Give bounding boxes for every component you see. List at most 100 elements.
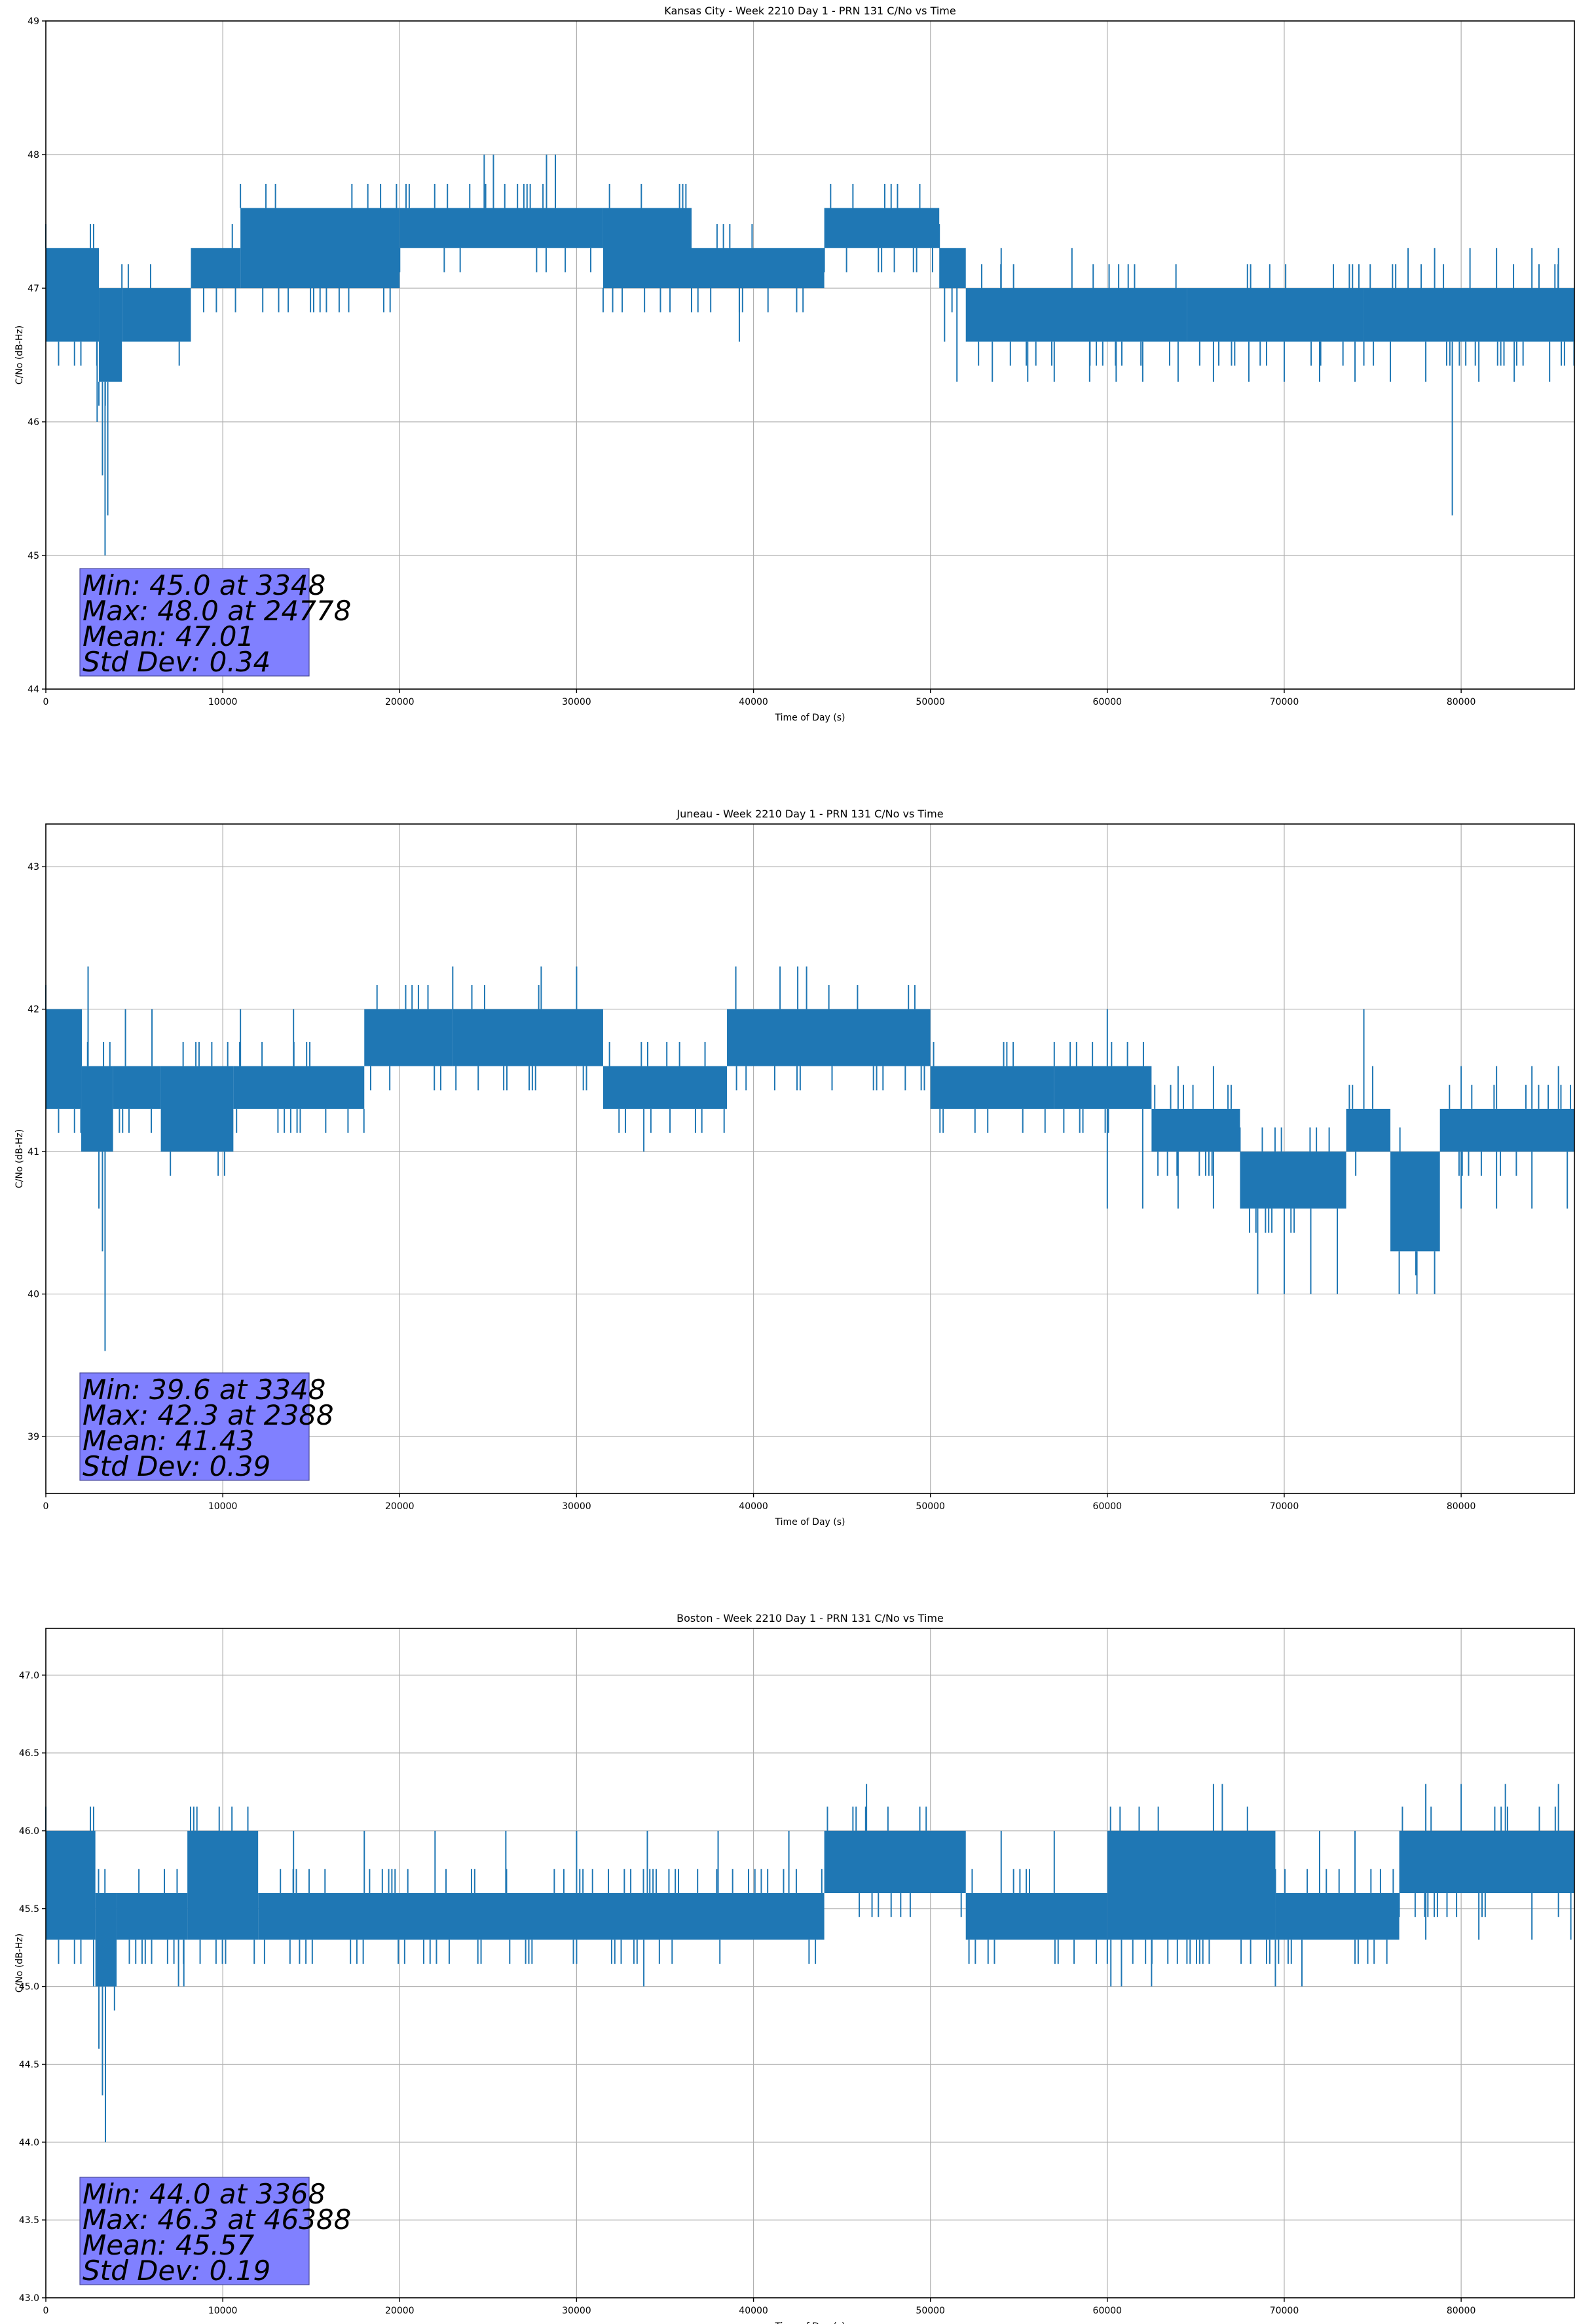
- stats-line: Max: 46.3 at 46388: [83, 2203, 351, 2236]
- data-band: [1240, 1152, 1346, 1209]
- chart-title: Kansas City - Week 2210 Day 1 - PRN 131 …: [664, 5, 955, 17]
- data-band: [824, 1830, 966, 1894]
- data-band: [99, 288, 122, 382]
- stats-line: Std Dev: 0.39: [83, 1450, 270, 1482]
- y-tick-label: 46.0: [19, 1826, 39, 1837]
- data-band: [1275, 1893, 1400, 1940]
- plot-frame: [45, 823, 1575, 1494]
- data-series: [45, 966, 1574, 1351]
- stats-line: Min: 44.0 at 3368: [83, 2178, 325, 2210]
- x-tick-label: 70000: [1270, 2306, 1299, 2316]
- x-tick-label: 60000: [1093, 1501, 1122, 1512]
- data-band: [1364, 288, 1574, 342]
- data-band: [603, 1066, 728, 1109]
- y-axis-label: C/No (dB-Hz): [14, 1934, 25, 1993]
- plot-frame: [45, 20, 1575, 690]
- y-tick-label: 45.5: [19, 1904, 39, 1915]
- data-band: [81, 1066, 113, 1152]
- data-series: [45, 1784, 1574, 2143]
- y-tick-label: 45.0: [19, 1982, 39, 1993]
- x-tick-label: 60000: [1093, 2306, 1122, 2316]
- data-band: [399, 208, 603, 248]
- chart-panel-2: 0 10000 20000 30000 40000 50000 60000 70000 8000…: [14, 808, 1575, 1527]
- x-tick-label: 80000: [1447, 2306, 1476, 2316]
- y-axis-label: C/No (dB-Hz): [14, 1129, 25, 1188]
- data-band: [122, 288, 191, 342]
- y-tick-label: 40: [28, 1290, 39, 1300]
- x-tick-label: 50000: [916, 1501, 945, 1512]
- data-band: [240, 208, 400, 288]
- x-tick-label: 70000: [1270, 1501, 1299, 1512]
- stats-line: Min: 39.6 at 3348: [83, 1374, 325, 1406]
- y-tick-label: 43.5: [19, 2215, 39, 2226]
- data-band: [46, 248, 100, 342]
- data-band: [692, 248, 825, 288]
- x-tick-label: 60000: [1093, 697, 1122, 707]
- x-tick-label: 80000: [1447, 1501, 1476, 1512]
- data-band: [95, 1893, 117, 1987]
- y-tick-label: 44.5: [19, 2059, 39, 2070]
- data-band: [364, 1009, 453, 1066]
- data-band: [46, 1830, 96, 1940]
- data-series: [45, 155, 1575, 555]
- x-tick-label: 20000: [385, 2306, 415, 2316]
- stats-line: Std Dev: 0.19: [83, 2255, 270, 2287]
- data-band: [233, 1066, 365, 1109]
- data-band: [1399, 1830, 1574, 1894]
- x-tick-label: 10000: [208, 697, 238, 707]
- x-tick-label: 10000: [208, 1501, 238, 1512]
- stats-box-background: [79, 2177, 310, 2285]
- y-tick-label: 47.0: [19, 1670, 39, 1681]
- stats-line: Mean: 45.57: [83, 2229, 254, 2261]
- data-band: [939, 248, 966, 288]
- data-band: [160, 1066, 234, 1152]
- data-band: [1187, 288, 1364, 342]
- data-band: [117, 1893, 188, 1940]
- y-tick-label: 46: [28, 417, 39, 428]
- data-band: [965, 288, 1187, 342]
- x-tick-label: 30000: [562, 2306, 591, 2316]
- x-tick-label: 20000: [385, 697, 415, 707]
- data-band: [46, 1009, 82, 1109]
- y-tick-label: 44: [28, 684, 39, 695]
- x-tick-label: 40000: [739, 2306, 768, 2316]
- data-band: [1439, 1108, 1574, 1152]
- y-tick-label: 46.5: [19, 1748, 39, 1759]
- stats-line: Mean: 47.01: [83, 620, 254, 652]
- x-tick-label: 30000: [562, 697, 591, 707]
- y-tick-label: 39: [28, 1432, 39, 1442]
- y-tick-label: 44.0: [19, 2137, 39, 2148]
- data-band: [603, 208, 692, 288]
- y-tick-label: 45: [28, 551, 39, 561]
- y-tick-label: 47: [28, 284, 39, 294]
- x-axis-label: Time of Day (s): [775, 2321, 845, 2324]
- x-axis-label: Time of Day (s): [775, 713, 845, 723]
- x-tick-label: 10000: [208, 2306, 238, 2316]
- data-band: [930, 1066, 1054, 1109]
- x-tick-label: 20000: [385, 1501, 415, 1512]
- x-tick-label: 50000: [916, 697, 945, 707]
- data-band: [453, 1009, 603, 1066]
- data-band: [1054, 1066, 1152, 1109]
- chart-panel-1: 0 10000 20000 30000 40000 50000 60000 70000 8000…: [14, 5, 1575, 723]
- stats-box-background: [79, 568, 310, 677]
- y-tick-label: 41: [28, 1147, 39, 1157]
- y-tick-label: 43.0: [19, 2293, 39, 2304]
- x-tick-label: 0: [43, 1501, 49, 1512]
- x-tick-label: 40000: [739, 697, 768, 707]
- x-tick-label: 80000: [1447, 697, 1476, 707]
- chart-panel-3: 0 10000 20000 30000 40000 50000 60000 70000 8000…: [14, 1612, 1575, 2324]
- stats-line: Max: 42.3 at 2388: [83, 1399, 334, 1431]
- x-tick-label: 40000: [739, 1501, 768, 1512]
- x-tick-label: 30000: [562, 1501, 591, 1512]
- stats-line: Std Dev: 0.34: [83, 646, 270, 678]
- x-axis-label: Time of Day (s): [775, 1517, 845, 1527]
- stats-line: Min: 45.0 at 3348: [83, 569, 325, 601]
- data-band: [1346, 1108, 1391, 1152]
- data-band: [1107, 1830, 1276, 1940]
- stats-box-background: [79, 1372, 310, 1481]
